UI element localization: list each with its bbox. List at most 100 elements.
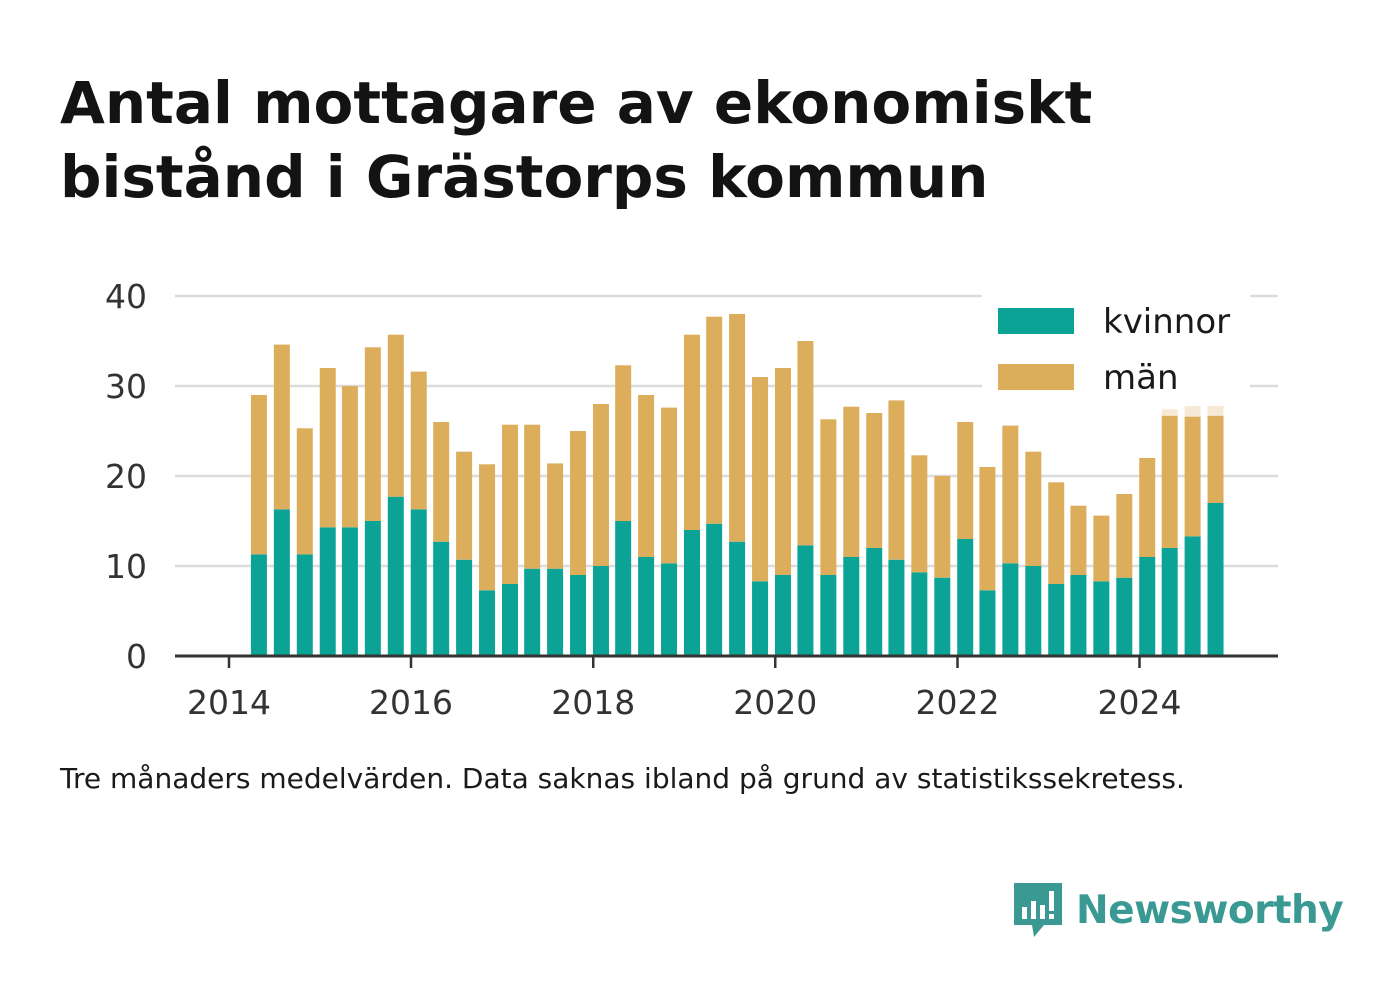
bar-man [706,316,723,524]
x-tick-label: 2018 [551,683,635,722]
bar-man [1184,416,1201,537]
bar-kvinnor [911,572,928,656]
y-tick-label: 0 [126,637,147,676]
bar-kvinnor [433,541,450,656]
bar-kvinnor [1116,577,1133,656]
bar-kvinnor [456,559,473,656]
bar-kvinnor [1002,563,1019,656]
bar-man [433,422,450,542]
bar-man [387,334,404,497]
bar-kvinnor [1161,548,1178,656]
bar-man [1025,451,1042,566]
bar-kvinnor [1093,581,1110,656]
bar-man [341,386,358,528]
bar-man [797,341,814,546]
bar-kvinnor [615,521,632,656]
x-axis: 2014 2016 2018 2020 2022 2024 [175,654,1278,722]
bar-kvinnor [296,554,313,656]
bar-kvinnor [843,557,860,656]
x-tick-label: 2024 [1098,683,1182,722]
bar-kvinnor [1048,584,1065,656]
bar-man [501,424,518,584]
bar-kvinnor [752,581,769,656]
bar-kvinnor [479,590,496,656]
bar-man [729,314,746,542]
bar-kvinnor [364,521,381,656]
y-tick-label: 30 [105,367,147,406]
y-tick-label: 10 [105,547,147,586]
legend-label-man: män [1103,358,1179,398]
legend-label-kvinnor: kvinnor [1103,302,1230,342]
bar-kvinnor [524,568,541,656]
bars [250,314,1224,656]
bar-kvinnor [341,527,358,656]
bar-kvinnor [729,541,746,656]
stacked-bar-chart: 0 10 20 30 40 2014 2016 2018 2020 2022 2024 kvinn… [105,277,1278,722]
bar-man [273,344,290,510]
chart-title: Antal mottagare av ekonomiskt bistånd i … [60,69,1093,211]
bar-man [752,377,769,582]
bar-man [479,464,496,591]
bar-man [547,463,564,569]
bar-kvinnor [1184,536,1201,656]
x-tick-label: 2020 [733,683,817,722]
bar-kvinnor [638,557,655,656]
bar-kvinnor [820,575,837,656]
bar-man [592,404,609,566]
bar-man [615,365,632,521]
legend-swatch-man [998,364,1074,390]
bar-kvinnor [1025,566,1042,656]
bar-man [1093,515,1110,582]
footnote: Tre månaders medelvärden. Data saknas ib… [60,762,1185,795]
bar-man [1207,415,1224,503]
bar-kvinnor [979,590,996,656]
bar-man [296,428,313,555]
bar-man [843,406,860,557]
bar-kvinnor [957,539,974,656]
y-tick-label: 20 [105,457,147,496]
bar-kvinnor [501,584,518,656]
bar-man [456,451,473,560]
brand-name: Newsworthy [1076,887,1344,933]
bar-kvinnor [319,527,336,656]
bar-kvinnor [774,575,791,656]
newsworthy-logo: Newsworthy [1010,878,1344,942]
bar-man-incomplete [1161,409,1178,416]
bar-kvinnor [250,554,267,656]
bar-kvinnor [592,566,609,656]
bar-kvinnor [661,563,678,656]
bar-man [524,424,541,569]
x-tick-label: 2014 [187,683,271,722]
bar-kvinnor [1139,557,1156,656]
bar-man [866,413,883,548]
bar-man [319,368,336,528]
bar-man [979,467,996,591]
bar-kvinnor [866,548,883,656]
bar-man [364,347,381,521]
bar-kvinnor [1070,575,1087,656]
bar-man [1161,415,1178,548]
bar-kvinnor [570,575,587,656]
bar-kvinnor [888,559,905,656]
bar-man [1116,494,1133,578]
legend-swatch-kvinnor [998,308,1074,334]
bar-kvinnor [410,509,427,656]
bar-man [1070,505,1087,575]
bar-man [250,395,267,555]
bar-man [1139,458,1156,557]
bar-kvinnor [683,530,700,656]
bar-man [820,419,837,575]
bar-kvinnor [1207,503,1224,656]
bar-kvinnor [547,568,564,656]
bar-man [774,368,791,575]
bar-man [410,371,427,510]
bar-man [638,395,655,557]
newsworthy-logo-icon [1014,883,1062,937]
bar-man [888,400,905,560]
bar-man [957,422,974,539]
x-tick-label: 2022 [916,683,1000,722]
y-tick-label: 40 [105,277,147,316]
y-axis-ticks: 0 10 20 30 40 [105,277,147,676]
bar-man [1002,425,1019,564]
bar-kvinnor [706,523,723,656]
